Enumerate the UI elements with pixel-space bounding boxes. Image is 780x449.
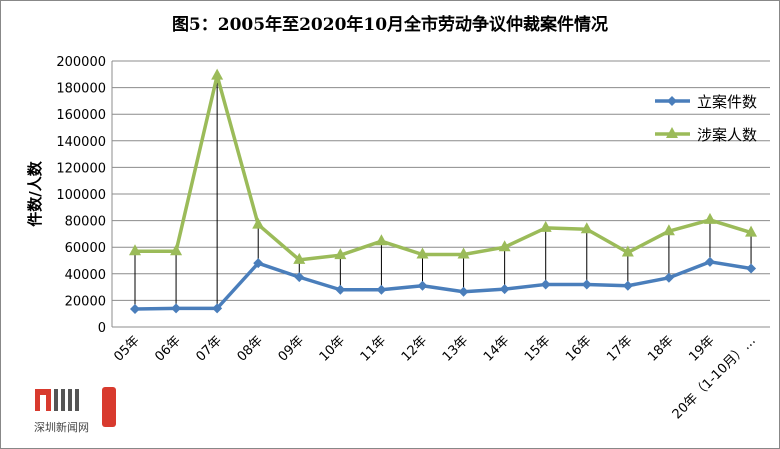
x-tick-label: 11年: [358, 333, 389, 364]
y-tick-label: 60000: [65, 241, 106, 256]
data-point: [294, 272, 305, 283]
data-point: [622, 280, 633, 291]
data-point: [171, 303, 182, 314]
data-point: [746, 263, 757, 274]
y-tick-label: 180000: [56, 82, 106, 97]
y-tick-label: 140000: [56, 135, 106, 150]
y-tick-label: 40000: [65, 268, 106, 283]
data-point: [458, 286, 469, 297]
data-point: [662, 224, 675, 236]
x-tick-label: 10年: [317, 333, 348, 364]
data-point: [540, 279, 551, 290]
y-tick-label: 0: [98, 321, 106, 336]
chart-title: 图5：2005年至2020年10月全市劳动争议仲裁案件情况: [171, 15, 609, 35]
x-tick-label: 18年: [645, 333, 676, 364]
data-point: [703, 212, 716, 224]
legend-label: 立案件数: [697, 93, 757, 111]
x-tick-label: 17年: [604, 333, 635, 364]
data-point: [416, 247, 429, 259]
data-point: [580, 222, 593, 234]
data-point: [170, 244, 183, 256]
data-point: [539, 220, 552, 232]
data-point: [212, 303, 223, 314]
x-tick-label: 12年: [399, 333, 430, 364]
data-point: [293, 252, 306, 264]
legend-marker: [667, 96, 677, 106]
legend-label: 涉案人数: [697, 126, 757, 144]
x-tick-label: 06年: [152, 333, 183, 364]
svg-text:深圳新闻网: 深圳新闻网: [34, 420, 89, 434]
data-point: [211, 68, 224, 80]
y-tick-label: 160000: [56, 108, 106, 123]
data-point: [129, 244, 141, 256]
y-axis-label: 件数/人数: [26, 160, 44, 226]
series-line-2: [135, 73, 752, 262]
y-tick-label: 100000: [56, 188, 106, 203]
x-tick-label: 15年: [522, 333, 553, 364]
data-point: [335, 284, 346, 295]
legend-marker: [666, 127, 678, 138]
data-point: [498, 240, 511, 252]
data-point: [663, 272, 674, 283]
x-tick-label: 09年: [276, 333, 307, 364]
data-point: [417, 280, 428, 291]
data-point: [375, 234, 388, 246]
y-tick-label: 200000: [56, 55, 106, 70]
data-point: [457, 247, 470, 259]
x-tick-label: 13年: [440, 333, 471, 364]
y-tick-label: 120000: [56, 161, 106, 176]
data-point: [581, 279, 592, 290]
data-point: [499, 284, 510, 295]
x-tick-label: 07年: [193, 333, 224, 364]
x-tick-label: 14年: [481, 333, 512, 364]
data-point: [334, 248, 347, 260]
data-point: [253, 258, 264, 269]
data-point: [130, 304, 140, 315]
series-line-1: [134, 260, 752, 311]
data-point: [376, 284, 387, 295]
x-tick-label: 05年: [111, 333, 142, 364]
shenzhen-news-logo: 深圳新闻网: [34, 387, 116, 434]
data-point: [745, 225, 758, 237]
y-tick-label: 80000: [65, 215, 106, 230]
x-tick-label: 16年: [563, 333, 594, 364]
data-point: [252, 217, 265, 229]
data-point: [704, 256, 715, 267]
x-tick-label: 19年: [686, 333, 717, 364]
data-point: [621, 245, 634, 257]
y-tick-label: 20000: [65, 294, 106, 309]
x-tick-label: 08年: [235, 333, 266, 364]
